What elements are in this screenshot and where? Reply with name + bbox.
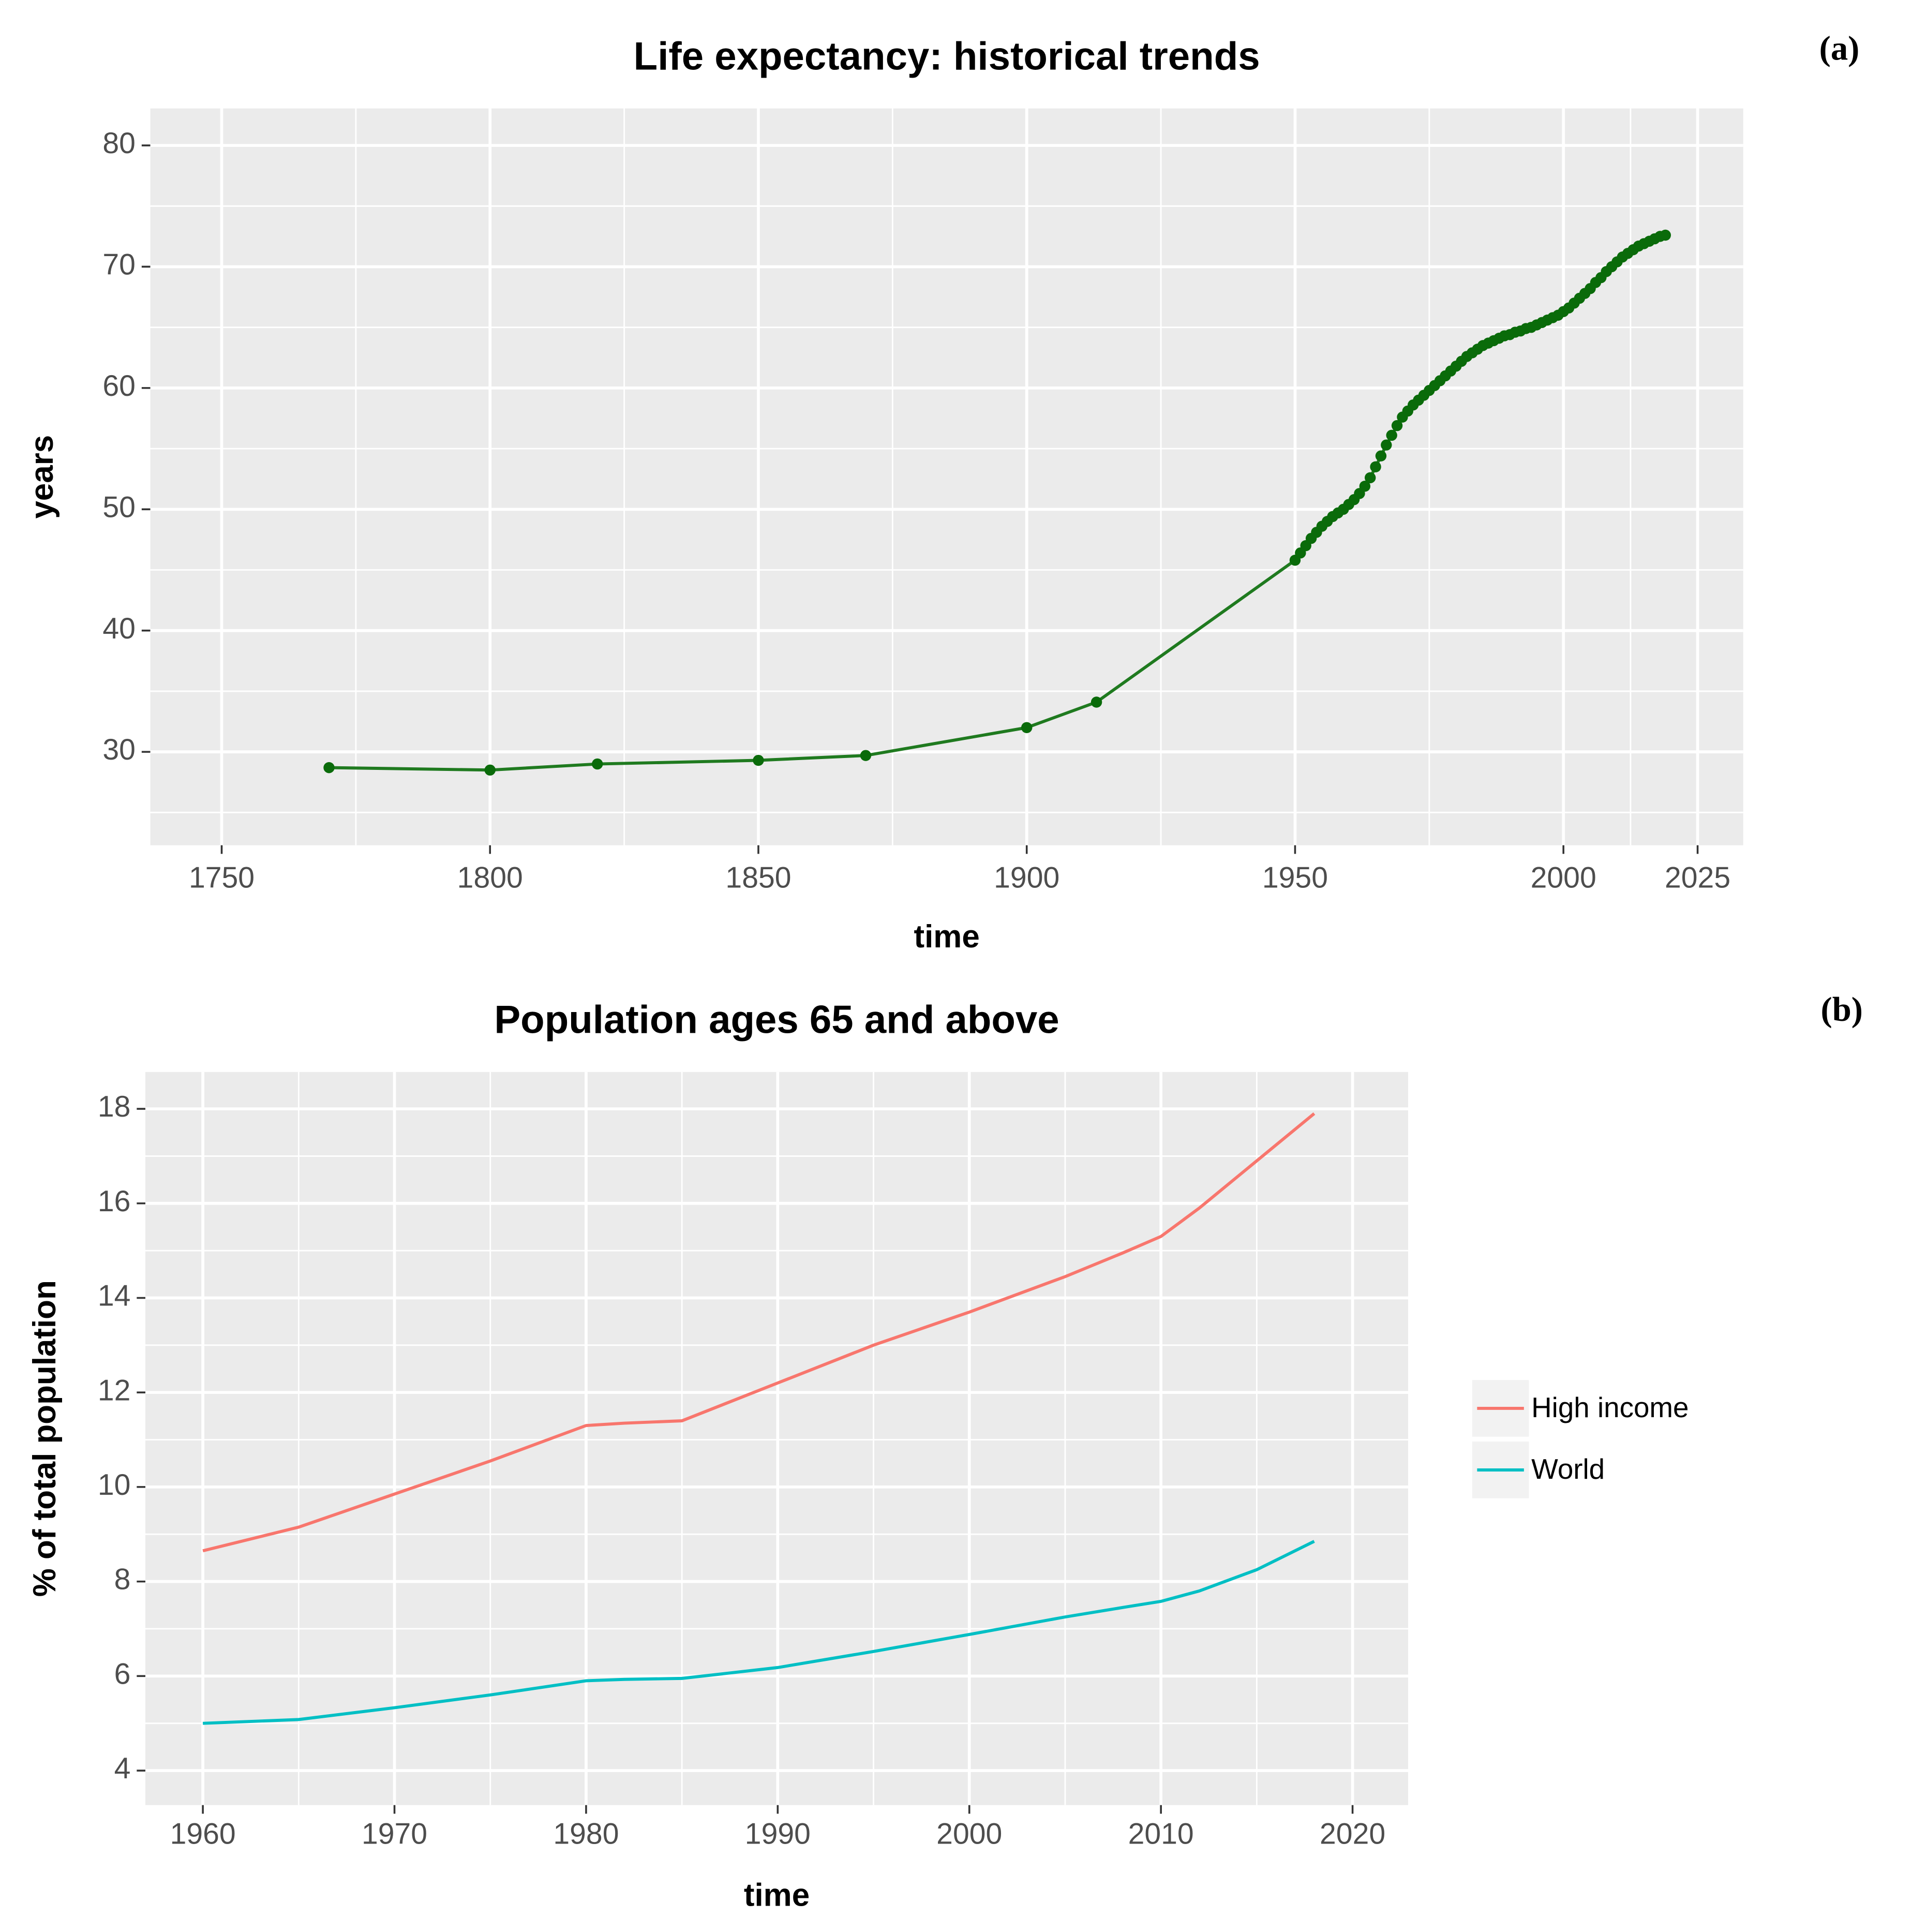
y-tick-label: 40 xyxy=(102,612,136,645)
x-tick-label: 2010 xyxy=(1128,1817,1194,1850)
y-tick-label: 70 xyxy=(102,248,136,281)
y-tick-label: 12 xyxy=(98,1374,131,1407)
x-tick-label: 1980 xyxy=(553,1817,619,1850)
plot-panel xyxy=(150,108,1743,845)
y-axis-title: years xyxy=(24,435,60,519)
data-point xyxy=(1091,696,1102,708)
data-point xyxy=(1386,429,1397,441)
y-tick-label: 8 xyxy=(114,1563,131,1596)
data-point xyxy=(860,750,872,761)
x-tick-label: 2025 xyxy=(1665,861,1730,894)
x-axis-title: time xyxy=(914,919,979,955)
x-tick-label: 1970 xyxy=(362,1817,427,1850)
data-point xyxy=(484,764,496,776)
x-tick-label: 1900 xyxy=(994,861,1059,894)
y-tick-label: 10 xyxy=(98,1468,131,1502)
chart-title: Life expectancy: historical trends xyxy=(634,34,1260,78)
data-point xyxy=(1391,420,1403,432)
data-point xyxy=(1021,722,1033,733)
chart-title: Population ages 65 and above xyxy=(494,998,1059,1042)
legend-label: High income xyxy=(1531,1391,1689,1423)
x-tick-label: 2020 xyxy=(1320,1817,1385,1850)
y-tick-label: 4 xyxy=(114,1752,131,1785)
data-point xyxy=(1375,450,1387,462)
data-line xyxy=(202,1112,1316,1553)
data-point xyxy=(1660,229,1671,241)
data-point xyxy=(323,762,335,774)
y-tick-label: 50 xyxy=(102,491,136,524)
data-point xyxy=(1359,481,1371,492)
y-tick-label: 14 xyxy=(98,1280,131,1313)
x-tick-label: 1850 xyxy=(725,861,791,894)
x-tick-label: 1960 xyxy=(170,1817,236,1850)
y-tick-label: 30 xyxy=(102,733,136,766)
y-tick-label: 16 xyxy=(98,1185,131,1218)
x-tick-label: 1950 xyxy=(1262,861,1328,894)
x-axis-title: time xyxy=(744,1878,810,1913)
y-axis-title: % of total population xyxy=(27,1280,63,1597)
x-tick-label: 2000 xyxy=(1531,861,1596,894)
data-point xyxy=(753,754,764,766)
data-point xyxy=(1381,439,1392,451)
x-tick-label: 1990 xyxy=(745,1817,811,1850)
data-point xyxy=(1364,472,1376,484)
data-point xyxy=(592,758,603,770)
y-tick-label: 18 xyxy=(98,1090,131,1123)
x-tick-label: 1800 xyxy=(457,861,523,894)
data-point xyxy=(1370,461,1381,472)
data-line xyxy=(203,1540,1315,1725)
x-tick-label: 1750 xyxy=(189,861,255,894)
panel-label: (b) xyxy=(1821,991,1863,1029)
y-tick-label: 80 xyxy=(102,127,136,160)
panel-label: (a) xyxy=(1819,29,1860,67)
x-tick-label: 2000 xyxy=(936,1817,1002,1850)
legend-label: World xyxy=(1531,1453,1605,1485)
y-tick-label: 6 xyxy=(114,1657,131,1690)
y-tick-label: 60 xyxy=(102,369,136,403)
